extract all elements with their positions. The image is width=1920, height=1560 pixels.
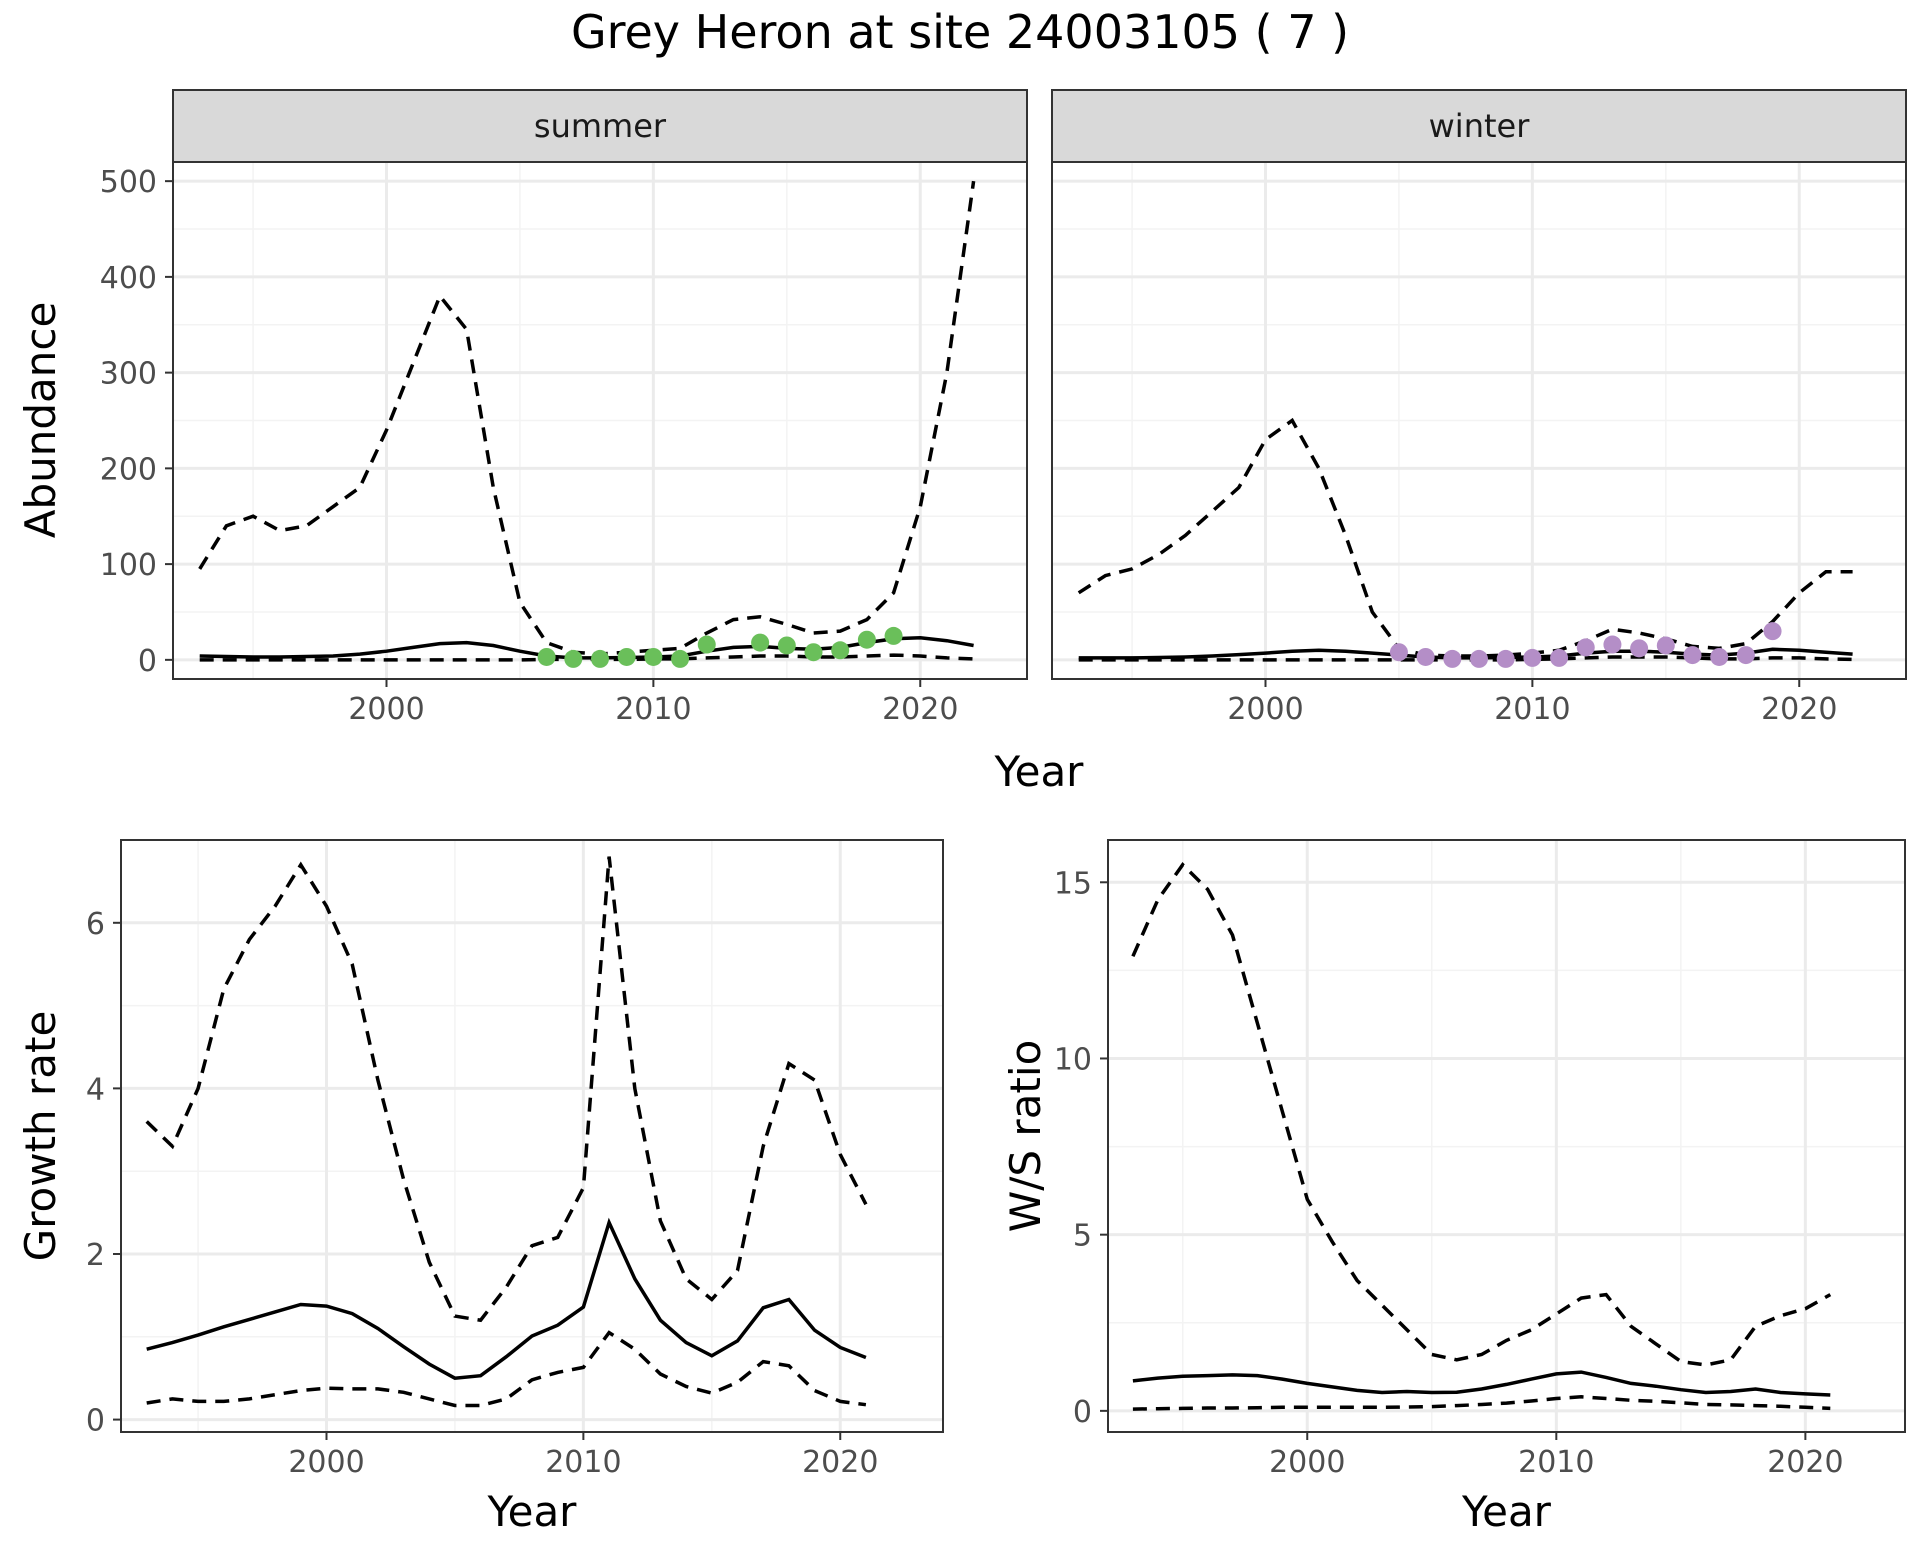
facet-strip-label: summer bbox=[534, 107, 667, 145]
ws-ratio-chart: 2000 2010 2020 0 5 10 15 Year W/S ratio bbox=[1001, 839, 1906, 1536]
observed-point bbox=[564, 649, 583, 668]
upper-bound-line bbox=[198, 180, 976, 656]
y-tick-label: 10 bbox=[1054, 1042, 1092, 1077]
panel-border bbox=[172, 161, 1028, 680]
observed-point bbox=[537, 647, 556, 666]
y-tick-label: 100 bbox=[100, 548, 157, 583]
y-tick-label: 300 bbox=[100, 357, 157, 392]
observed-point bbox=[1576, 638, 1595, 657]
x-tick-label: 2020 bbox=[1767, 1445, 1843, 1480]
y-tick-label: 0 bbox=[138, 644, 157, 679]
y-tick-label: 2 bbox=[86, 1238, 105, 1273]
x-tick-label: 2000 bbox=[1227, 692, 1303, 727]
y-tick-label: 0 bbox=[86, 1404, 105, 1439]
estimate-line bbox=[1132, 1370, 1831, 1397]
x-tick-label: 2020 bbox=[1761, 692, 1837, 727]
x-tick-label: 2010 bbox=[1494, 692, 1570, 727]
observed-point bbox=[804, 643, 823, 662]
facet-winter: winter 2000 2010 2020 bbox=[1051, 89, 1907, 727]
observed-point bbox=[1496, 649, 1515, 668]
y-axis-title: Growth rate bbox=[16, 1011, 65, 1262]
growth-rate-chart: 2000 2010 2020 0 2 4 6 Year Growth rate bbox=[16, 839, 944, 1536]
x-tick-label: 2010 bbox=[615, 692, 691, 727]
observed-point bbox=[1416, 647, 1435, 666]
abundance-chart: summer 2000 2010 2020 0 100 200 300 400 500 winter… bbox=[16, 89, 1907, 796]
y-tick-label: 500 bbox=[100, 165, 157, 200]
observed-point bbox=[884, 626, 903, 645]
y-tick-label: 15 bbox=[1054, 866, 1092, 901]
y-axis-title: Abundance bbox=[16, 302, 65, 539]
y-tick-label: 4 bbox=[86, 1072, 105, 1107]
upper-bound-line bbox=[1077, 417, 1853, 658]
x-tick-label: 2010 bbox=[1518, 1445, 1594, 1480]
panel-background bbox=[1108, 840, 1905, 1432]
facet-strip bbox=[1051, 89, 1907, 163]
facet-strip bbox=[172, 89, 1028, 163]
lower-line bbox=[1132, 1395, 1831, 1411]
facet-summer: summer 2000 2010 2020 0 100 200 300 400 500 bbox=[100, 89, 1028, 727]
observed-point bbox=[1763, 622, 1782, 641]
x-tick-label: 2000 bbox=[1269, 1445, 1345, 1480]
x-axis-title: Year bbox=[1461, 1487, 1552, 1536]
observed-point bbox=[1656, 636, 1675, 655]
observed-point bbox=[857, 630, 876, 649]
lower-line bbox=[146, 1330, 867, 1408]
chart-title: Grey Heron at site 24003105 ( 7 ) bbox=[571, 5, 1349, 59]
observed-point bbox=[1630, 639, 1649, 658]
y-tick-label: 0 bbox=[1073, 1395, 1092, 1430]
observed-point bbox=[1683, 646, 1702, 665]
observed-point bbox=[1603, 635, 1622, 654]
observed-point bbox=[671, 649, 690, 668]
x-tick-label: 2010 bbox=[545, 1445, 621, 1480]
x-tick-label: 2020 bbox=[882, 692, 958, 727]
observed-point bbox=[1550, 648, 1569, 667]
y-axis-title: W/S ratio bbox=[1001, 1040, 1050, 1233]
x-axis-title: Year bbox=[994, 747, 1085, 796]
panel-border bbox=[1107, 839, 1906, 1433]
observed-point bbox=[1710, 647, 1729, 666]
observed-point bbox=[1736, 646, 1755, 665]
y-tick-label: 5 bbox=[1073, 1219, 1092, 1254]
y-tick-label: 200 bbox=[100, 452, 157, 487]
upper-line bbox=[145, 856, 868, 1323]
panel-background bbox=[121, 840, 943, 1432]
observed-point bbox=[617, 647, 636, 666]
observed-point bbox=[644, 647, 663, 666]
observed-point bbox=[697, 635, 716, 654]
y-tick-label: 6 bbox=[86, 907, 105, 942]
observed-point bbox=[831, 641, 850, 660]
x-axis-title: Year bbox=[487, 1487, 578, 1536]
observed-point bbox=[777, 636, 796, 655]
observed-point bbox=[1443, 649, 1462, 668]
x-tick-label: 2000 bbox=[288, 1445, 364, 1480]
x-tick-label: 2020 bbox=[802, 1445, 878, 1480]
facet-strip-label: winter bbox=[1429, 107, 1531, 145]
y-tick-label: 400 bbox=[100, 261, 157, 296]
observed-point bbox=[1470, 649, 1488, 668]
upper-line bbox=[1131, 862, 1832, 1367]
estimate-line bbox=[146, 1217, 867, 1380]
panel-border bbox=[120, 839, 944, 1433]
observed-point bbox=[1523, 648, 1542, 667]
observed-point bbox=[1389, 643, 1408, 662]
observed-point bbox=[751, 633, 770, 652]
panel-border bbox=[1051, 161, 1907, 680]
observed-point bbox=[591, 649, 609, 668]
x-tick-label: 2000 bbox=[348, 692, 424, 727]
